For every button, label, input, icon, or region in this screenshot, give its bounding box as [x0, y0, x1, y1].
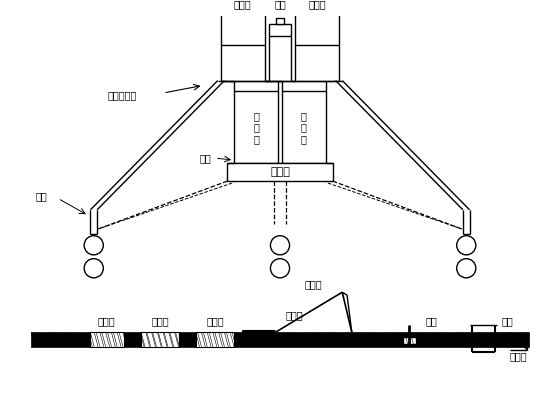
Text: 护筒: 护筒	[501, 316, 513, 326]
Bar	[31, 332, 529, 347]
Bar	[90, 332, 124, 347]
Text: 钻杆: 钻杆	[426, 316, 437, 326]
Text: 泥浆池: 泥浆池	[270, 168, 290, 178]
Bar	[141, 332, 179, 347]
Text: 沉淀池: 沉淀池	[152, 316, 169, 326]
Bar	[269, 24, 291, 36]
Bar	[276, 18, 284, 24]
Text: 出浆槽: 出浆槽	[510, 352, 528, 361]
Bar	[234, 91, 278, 163]
Bar	[227, 163, 333, 181]
Text: 泥浆池: 泥浆池	[206, 316, 223, 326]
Text: 沉
淀
池: 沉 淀 池	[253, 111, 259, 144]
Bar	[282, 91, 326, 163]
Text: 水塔: 水塔	[274, 0, 286, 9]
Text: 出浆循环槽: 出浆循环槽	[108, 90, 137, 100]
Bar	[403, 337, 416, 344]
Text: 钻孔: 钻孔	[36, 192, 48, 202]
Text: 泥浆泵: 泥浆泵	[305, 280, 323, 289]
Text: 进浆管: 进浆管	[286, 310, 303, 320]
Bar	[295, 12, 339, 45]
Text: 制浆池: 制浆池	[309, 0, 326, 9]
Text: 制浆池: 制浆池	[234, 0, 251, 9]
Bar	[196, 332, 234, 347]
Text: 制浆池: 制浆池	[98, 316, 115, 326]
Text: 闸门: 闸门	[199, 153, 211, 163]
Bar	[221, 12, 265, 45]
Text: 沉
淀
池: 沉 淀 池	[301, 111, 307, 144]
